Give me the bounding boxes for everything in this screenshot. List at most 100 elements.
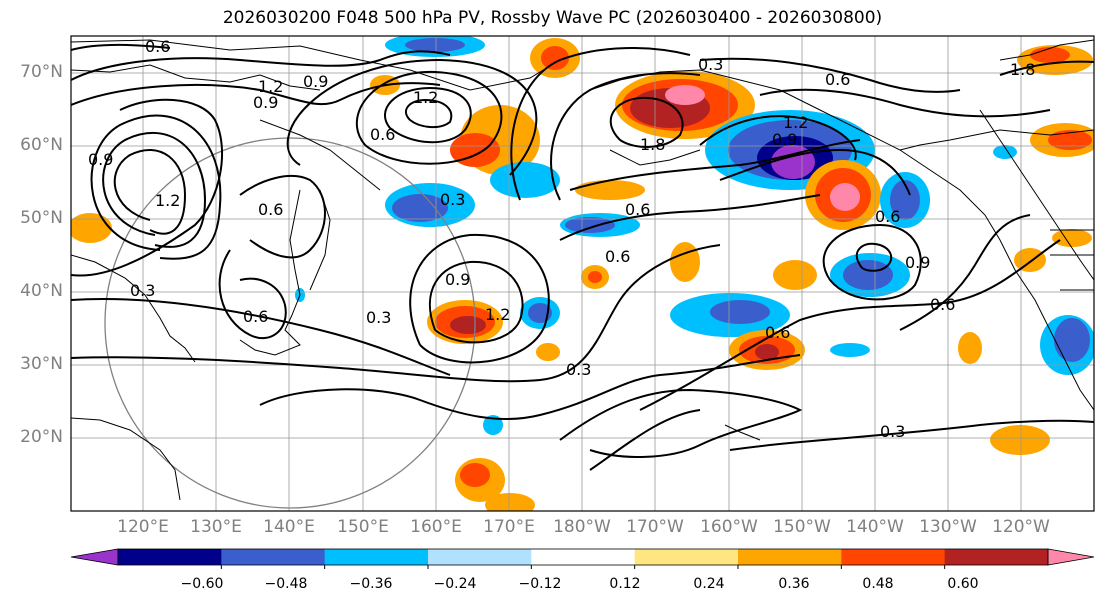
positive-anomaly — [830, 183, 860, 211]
lat-label: 40°N — [20, 281, 63, 301]
contour-label: 0.9 — [905, 253, 930, 272]
contour-label: 0.3 — [130, 281, 155, 300]
pv-contour — [113, 149, 187, 235]
contour-label: 0.3 — [566, 360, 591, 379]
pv-contour — [71, 50, 451, 81]
pv-contour — [699, 115, 857, 161]
pv-contour — [429, 260, 524, 344]
lat-label: 20°N — [20, 427, 63, 447]
positive-anomaly — [588, 271, 602, 283]
negative-anomaly — [710, 300, 770, 324]
pv-contour — [609, 96, 684, 148]
pv-contour — [409, 233, 550, 364]
map-title: 2026030200 F048 500 hPa PV, Rossby Wave … — [222, 8, 883, 28]
contour-label: 0.3 — [880, 422, 905, 441]
pv-contour — [259, 354, 801, 420]
contour-label: 0.6 — [930, 295, 955, 314]
pv-contour — [759, 88, 1051, 118]
lon-label: 140°W — [846, 517, 904, 537]
contour-label: 0.6 — [765, 323, 790, 342]
contour-label: 0.6 — [243, 307, 268, 326]
colorbar-tick-label: 0.48 — [862, 576, 894, 592]
pv-contour — [729, 419, 1094, 451]
contour-label: 0.6 — [258, 200, 283, 219]
contour-label: 0.3 — [698, 55, 723, 74]
colorbar-tick-label: 0.12 — [609, 576, 641, 592]
contour-label: 0.9 — [88, 150, 113, 169]
pv-contour — [719, 148, 911, 196]
colorbar-tick-label: 0.36 — [778, 576, 810, 592]
colorbar-tick-label: −0.24 — [433, 576, 477, 592]
contour-label: 0.6 — [145, 37, 170, 56]
lat-label: 60°N — [20, 135, 63, 155]
pv-contour — [90, 114, 222, 260]
negative-anomaly — [1054, 318, 1090, 362]
negative-anomaly — [483, 415, 503, 435]
pv-contour — [71, 43, 171, 51]
pv-contour — [71, 82, 441, 106]
pv-contour — [569, 139, 861, 191]
pv-contour — [999, 60, 1094, 76]
contour-label: 1.2 — [413, 88, 438, 107]
range-circle — [104, 137, 476, 509]
positive-anomaly — [536, 343, 560, 361]
lon-label: 130°E — [190, 517, 242, 537]
pv-contour — [510, 47, 691, 201]
positive-anomaly — [1014, 248, 1046, 272]
lon-label: 180°W — [553, 517, 611, 537]
contour-label: 1.2 — [258, 77, 283, 96]
contour-label: 0.3 — [440, 190, 465, 209]
contour-label: 0.3 — [366, 308, 391, 327]
coastlines — [71, 39, 1094, 501]
contour-label: 1.2 — [783, 113, 808, 132]
colorbar-tick-label: −0.60 — [180, 576, 224, 592]
negative-anomaly — [565, 217, 615, 233]
pv-contours — [71, 43, 1094, 471]
positive-anomaly — [450, 316, 486, 334]
pv-contour — [639, 239, 1061, 411]
contour-label: 0.6 — [875, 207, 900, 226]
pv-contour — [71, 98, 223, 277]
positive-anomaly — [670, 242, 700, 282]
lon-label: 160°W — [700, 517, 758, 537]
positive-anomaly — [1048, 130, 1092, 150]
contour-label: 0.6 — [605, 247, 630, 266]
pv-contour — [855, 242, 893, 272]
contour-label: 0.9 — [253, 93, 278, 112]
contour-label: 1.8 — [1010, 60, 1035, 79]
pv-contour — [699, 57, 961, 93]
pv-contour — [559, 388, 803, 458]
pv-contour — [355, 70, 503, 165]
pv-contour — [102, 131, 207, 248]
positive-anomaly — [460, 463, 490, 487]
rossby-wave-shading — [71, 36, 1094, 511]
positive-anomaly — [665, 85, 705, 105]
lon-label: 150°E — [337, 517, 389, 537]
positive-anomaly — [575, 180, 645, 200]
negative-anomaly — [392, 194, 448, 222]
colorbar-tick-label: −0.48 — [264, 576, 308, 592]
negative-anomaly — [890, 180, 920, 220]
contour-label: 1.2 — [155, 191, 180, 210]
positive-anomaly — [450, 133, 500, 167]
pv-contour — [384, 86, 472, 144]
contour-label: 0.9 — [303, 72, 328, 91]
lat-label: 50°N — [20, 208, 63, 228]
lon-label: 170°E — [483, 517, 535, 537]
positive-anomaly — [71, 213, 112, 243]
positive-anomaly — [990, 425, 1050, 455]
negative-anomaly — [405, 38, 465, 52]
pv-contour — [71, 244, 721, 383]
contour-labels: 0.6 1.2 0.9 0.9 1.2 0.6 0.9 1.2 0.6 0.3 … — [88, 37, 1035, 441]
lon-label: 150°W — [773, 517, 831, 537]
positive-anomaly — [773, 260, 817, 290]
pv-contour — [589, 409, 701, 471]
pv-contour — [559, 194, 821, 241]
pv-contour — [405, 98, 453, 128]
positive-anomaly — [1030, 47, 1070, 63]
contour-label: 1.8 — [640, 135, 665, 154]
contour-label: 0.6 — [825, 70, 850, 89]
positive-anomaly — [1052, 229, 1092, 247]
lon-label: 130°W — [919, 517, 977, 537]
colorbar-tick-label: 0.24 — [693, 576, 725, 592]
